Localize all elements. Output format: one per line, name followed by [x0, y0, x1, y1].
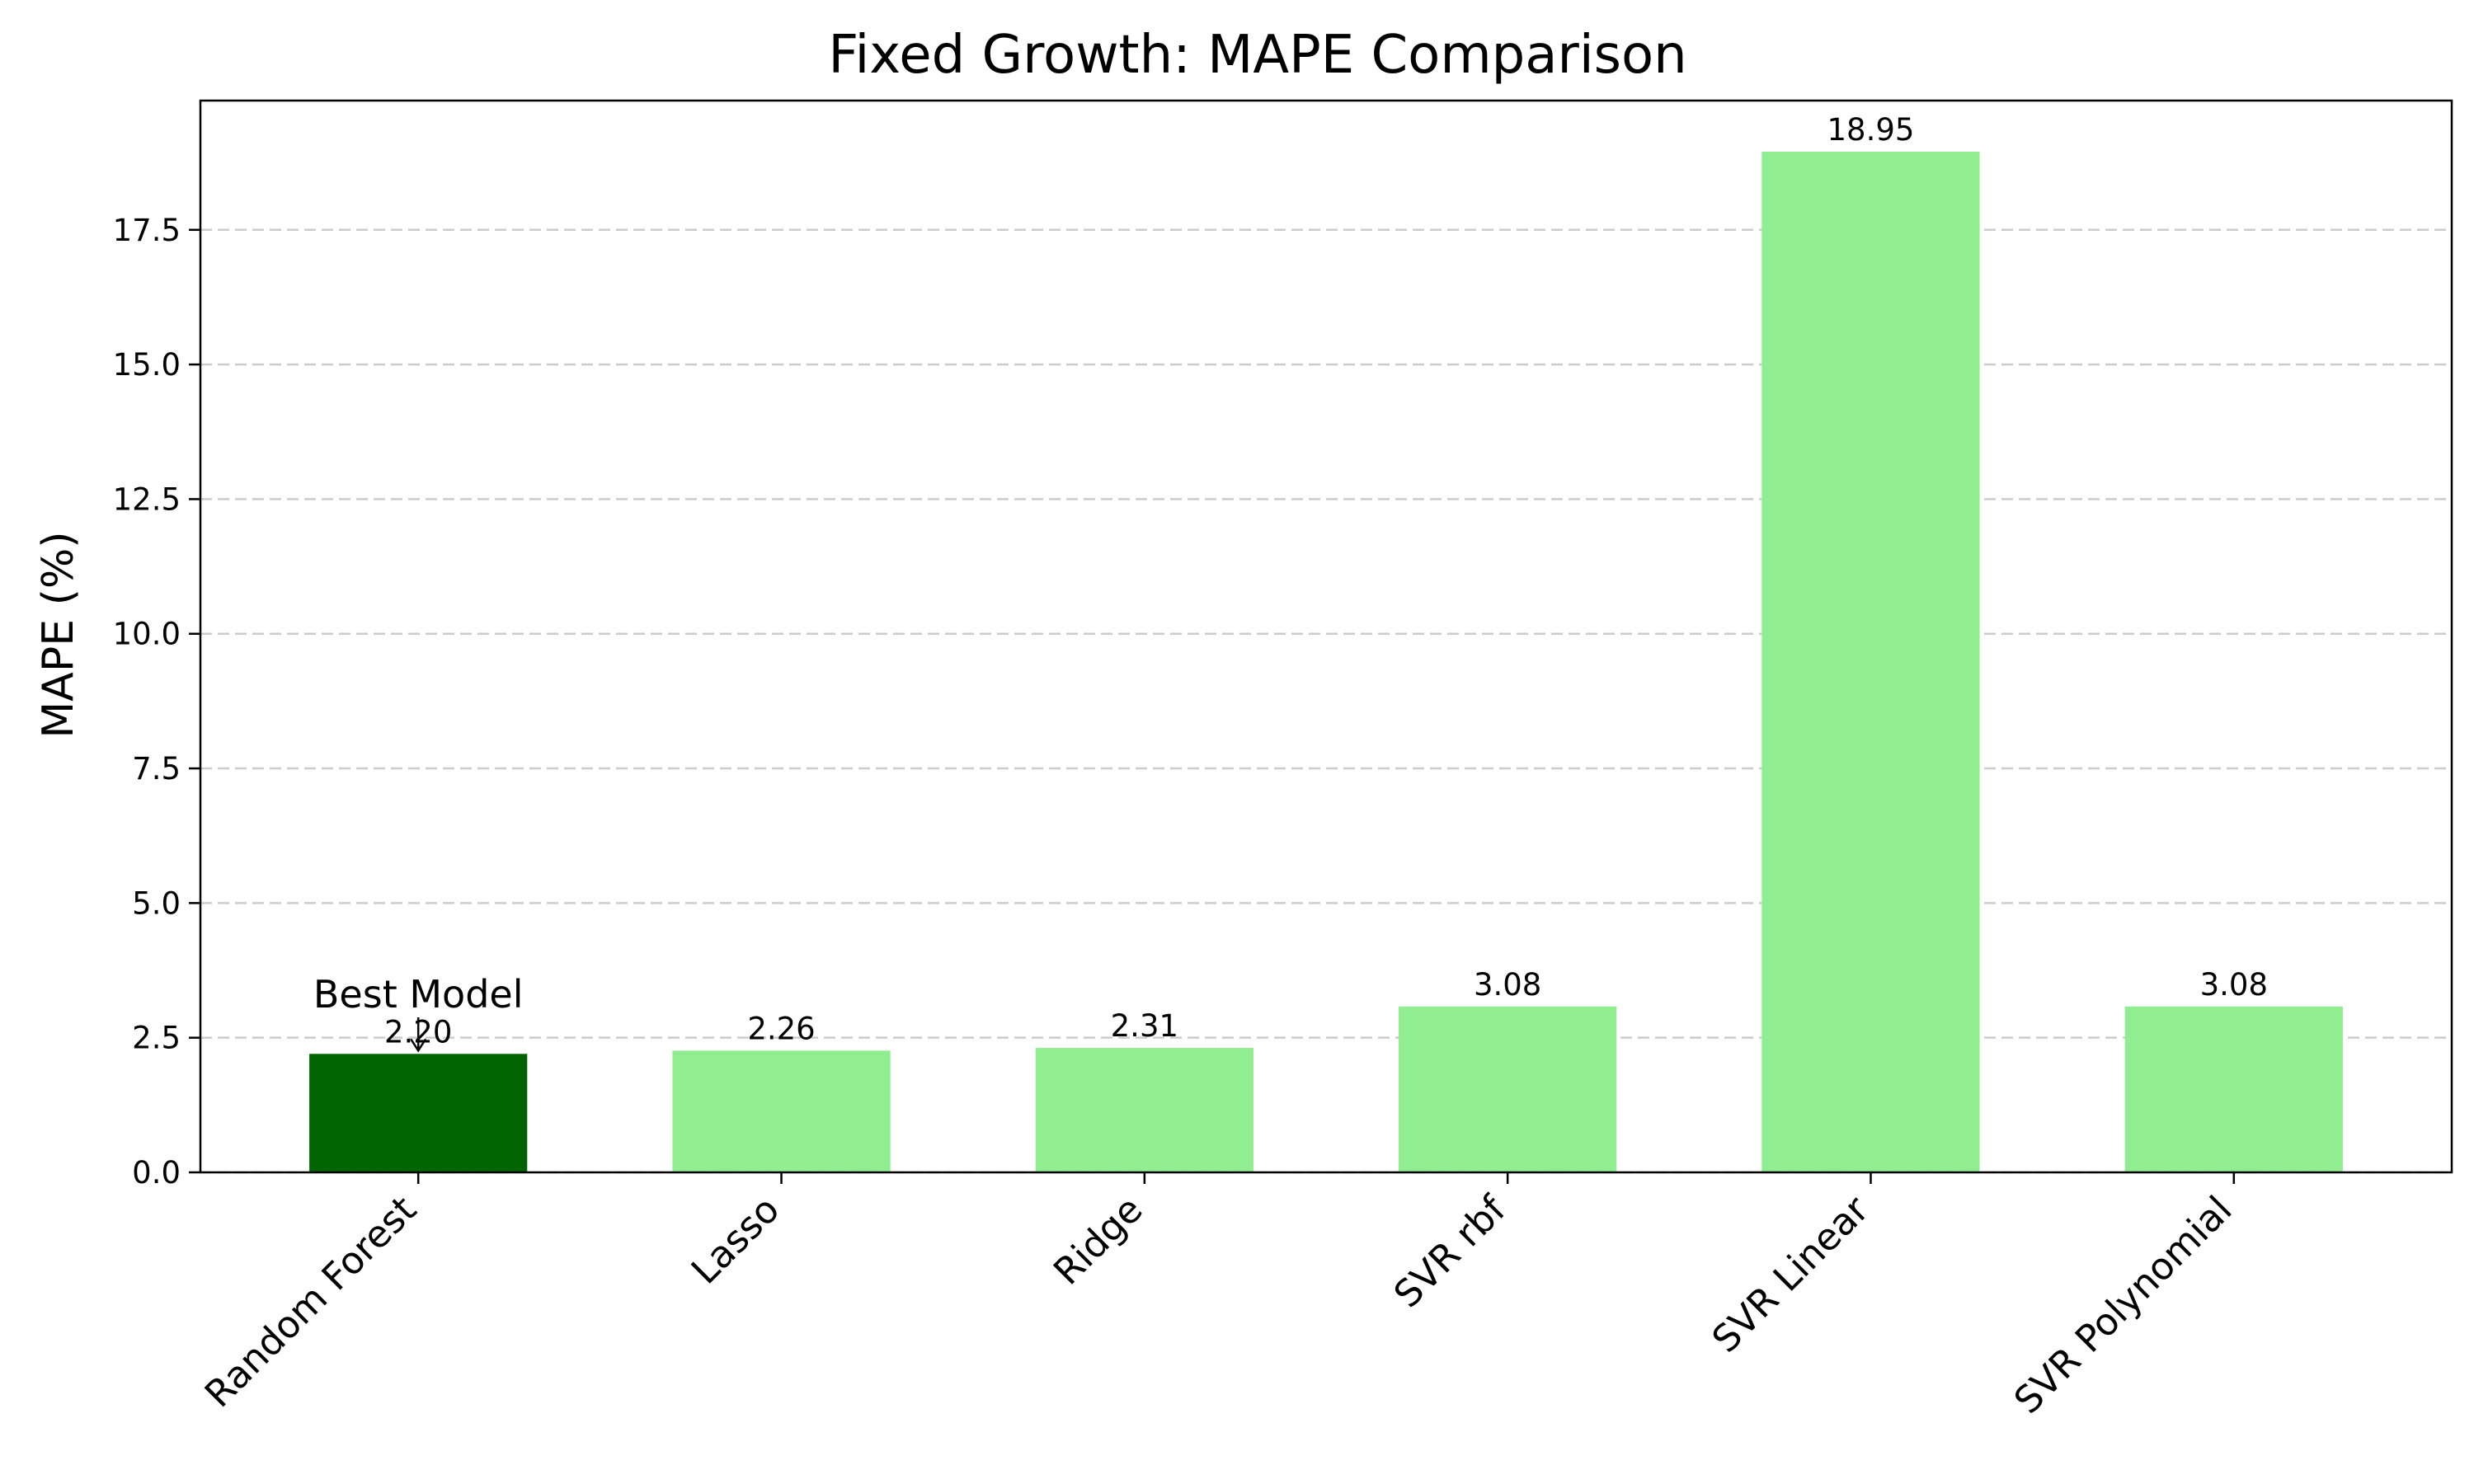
- chart-title: Fixed Growth: MAPE Comparison: [828, 25, 1686, 86]
- y-tick-label: 2.5: [132, 1021, 181, 1056]
- bar: [2124, 1006, 2343, 1172]
- bar-value-label: 3.08: [1474, 967, 1541, 1003]
- y-tick-label: 17.5: [113, 213, 181, 248]
- bar: [1035, 1048, 1253, 1172]
- x-tick-label: SVR Polynomial: [2006, 1187, 2241, 1422]
- y-tick-label: 15.0: [113, 347, 181, 383]
- y-tick-label: 10.0: [113, 617, 181, 652]
- x-tick-label: SVR Linear: [1704, 1187, 1878, 1361]
- annotation: Best Model: [313, 972, 524, 1053]
- annotation-text: Best Model: [313, 972, 524, 1017]
- y-tick-label: 0.0: [132, 1155, 181, 1190]
- x-tick-label: Ridge: [1045, 1187, 1150, 1293]
- bar: [1399, 1006, 1617, 1172]
- grid-lines: [200, 228, 2452, 1174]
- y-axis-label: MAPE (%): [34, 531, 83, 738]
- axes: 0.0 2.5 5.0 7.5 10.0 12.5 15.0 17.5 Random Fores…: [113, 99, 2453, 1422]
- x-tick-label: SVR rbf: [1385, 1186, 1515, 1316]
- bar-value-label: 3.08: [2200, 967, 2268, 1003]
- bar: [672, 1050, 891, 1172]
- y-tick-label: 12.5: [113, 481, 181, 517]
- x-tick-label: Lasso: [683, 1187, 788, 1292]
- bar-value-label: 18.95: [1827, 112, 1915, 148]
- bar-value-label: 2.31: [1111, 1008, 1178, 1044]
- bar: [1761, 152, 1980, 1172]
- y-tick-label: 7.5: [132, 751, 181, 787]
- plot-frame: [199, 99, 2453, 1174]
- bar-value-label: 2.26: [747, 1011, 815, 1046]
- annotation-arrowhead: [410, 1038, 427, 1053]
- bars: [309, 152, 2343, 1172]
- x-tick-label: Random Forest: [196, 1187, 425, 1416]
- y-tick-label: 5.0: [132, 885, 181, 921]
- bar-best: [309, 1054, 528, 1172]
